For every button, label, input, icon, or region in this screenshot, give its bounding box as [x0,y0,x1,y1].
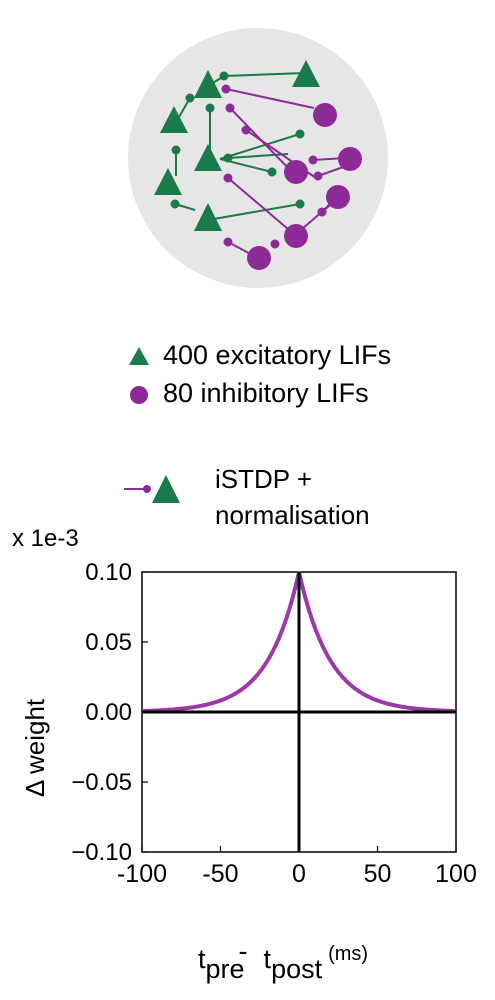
excitatory-neuron [194,144,222,171]
y-tick-label: 0.05 [85,629,132,656]
x-tick-label: -50 [202,860,238,888]
inhibitory-neuron [284,224,308,248]
y-tick-label: −0.10 [71,839,132,866]
inhibitory-neuron [313,103,337,127]
legend-inhibitory-label: 80 inhibitory LIFs [163,378,369,408]
x-label-sub2: post [271,954,323,984]
y-tick-label: −0.05 [71,769,132,796]
rule-label-line1: iSTDP + [215,464,313,494]
excitatory-connections [170,71,306,221]
inhibitory-connections [221,84,347,259]
x-label-dash: - [239,936,248,966]
network-background [128,28,388,288]
legend-inhibitory: 80 inhibitory LIFs [127,378,369,409]
excitatory-neuron [154,168,182,195]
y-scale-multiplier: x 1e-3 [12,525,79,552]
inhibitory-to-excitatory-synapse-icon [124,475,180,503]
x-tick-label: 50 [364,860,392,888]
excitatory-neuron [160,106,188,133]
excitatory-neurons [154,60,320,231]
x-label-sub1: pre [206,954,245,984]
y-tick-label: 0.00 [85,699,132,726]
x-tick-label: 0 [292,860,306,888]
inhibitory-neuron [284,160,308,184]
excitatory-neuron [194,203,222,231]
x-tick-label: -100 [117,860,167,888]
triangle-icon [129,346,149,365]
x-label-unit: (ms) [328,943,368,965]
x-label-t2: t [264,944,272,974]
excitatory-neuron [194,70,222,98]
network-diagram [128,28,388,288]
inhibitory-neuron [338,147,362,171]
legend-excitatory-label: 400 excitatory LIFs [163,340,392,370]
inhibitory-neuron [247,246,271,270]
x-axis-label: tpre-tpost (ms) [198,936,368,984]
y-axis-label: Δ weight [20,698,50,797]
excitatory-neuron [292,60,320,87]
circle-icon [130,385,148,404]
x-tick-label: 100 [435,860,477,888]
rule-label-line2: normalisation [215,500,370,530]
istdp-window-chart: -100 -50 0 50 100 0.10 0.05 0.00 −0.05 −0.10 Δ w… [20,559,477,984]
y-tick-label: 0.10 [85,559,132,586]
inhibitory-neuron [326,185,350,209]
plot-area [141,571,457,853]
y-axis-ticks: 0.10 0.05 0.00 −0.05 −0.10 [71,559,148,866]
x-axis-ticks: -100 -50 0 50 100 [117,846,477,888]
x-label-t1: t [198,944,206,974]
inhibitory-neurons [247,103,362,270]
legend-excitatory: 400 excitatory LIFs [127,340,391,371]
